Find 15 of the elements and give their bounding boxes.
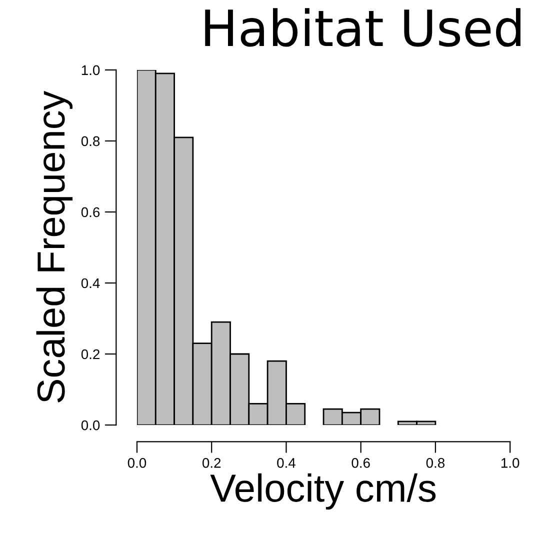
y-tick-label: 0.6 xyxy=(81,207,100,218)
x-tick-label: 0.6 xyxy=(352,458,370,468)
y-tick-label: 1.0 xyxy=(82,65,100,76)
y-tick-label: 0.0 xyxy=(81,420,100,430)
x-tick-label: 0.2 xyxy=(202,458,221,468)
x-tick-label: 1.0 xyxy=(501,458,520,468)
x-tick-label: 0.0 xyxy=(128,458,146,468)
x-tick-label: 0.4 xyxy=(277,458,296,468)
y-tick-label: 0.2 xyxy=(81,349,100,360)
y-tick-label: 0.4 xyxy=(81,278,100,288)
y-axis-title: Scaled Frequency xyxy=(36,90,73,402)
x-tick-label: 0.8 xyxy=(426,458,445,468)
y-tick-label: 0.8 xyxy=(81,136,100,146)
chart-title: Habitat Used xyxy=(205,8,520,47)
x-axis-title: Velocity cm/s xyxy=(210,473,436,510)
